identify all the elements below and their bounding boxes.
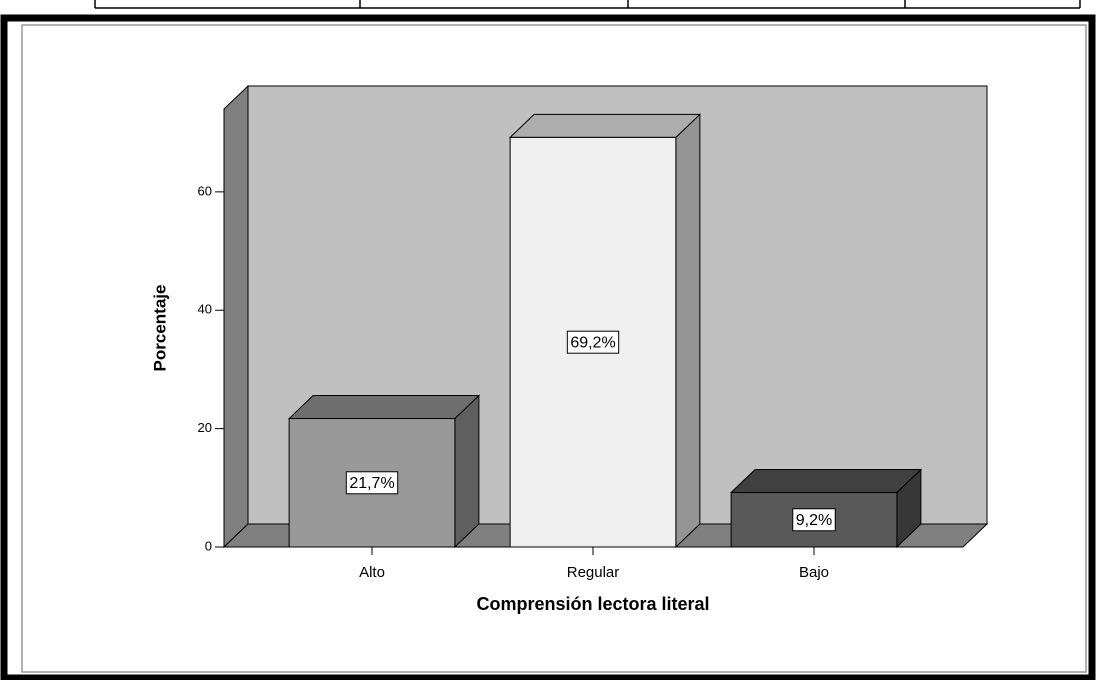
y-tick-label: 40 xyxy=(198,302,212,317)
y-tick-label: 60 xyxy=(198,183,212,198)
value-label-box xyxy=(566,330,620,354)
bar-top xyxy=(287,395,481,420)
y-tick-label: 20 xyxy=(198,420,212,435)
bar-side xyxy=(454,394,480,549)
value-label-box xyxy=(792,508,836,532)
value-label: 69,2% xyxy=(570,334,615,351)
table-fragment xyxy=(94,0,1081,9)
bar-side xyxy=(675,113,701,549)
x-tick-label: Bajo xyxy=(799,564,829,581)
y-axis-title: Porcentaje xyxy=(150,285,169,372)
x-axis-title: Comprensión lectora literal xyxy=(476,594,709,614)
bar-top xyxy=(729,469,923,494)
value-label-box xyxy=(345,471,399,495)
value-label: 21,7% xyxy=(349,475,394,492)
y-tick-label: 0 xyxy=(205,538,212,553)
bar-top xyxy=(508,113,702,138)
side-wall xyxy=(223,84,249,549)
value-label: 9,2% xyxy=(796,512,832,529)
x-tick-label: Alto xyxy=(359,564,385,581)
x-tick-label: Regular xyxy=(567,564,620,581)
